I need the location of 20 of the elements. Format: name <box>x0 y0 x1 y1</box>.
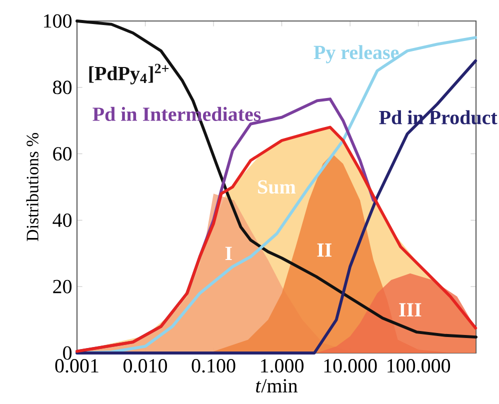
series-label: I <box>225 246 232 260</box>
series-label: [PdPy$_{4}$]$^{2+}$ <box>89 64 169 84</box>
y-tick-label: 60 <box>53 147 72 161</box>
x-tick-label: 0.100 <box>192 359 236 373</box>
x-tick-label: 0.010 <box>124 359 168 373</box>
y-axis-title: Distributions % <box>26 132 38 242</box>
x-tick-label: 10.000 <box>324 359 377 373</box>
y-tick-label: 100 <box>44 14 72 28</box>
x-tick-label: 0.001 <box>55 359 98 373</box>
series-label: Sum <box>258 180 296 194</box>
series-label: III <box>399 303 422 316</box>
x-tick-label: 100.000 <box>388 359 450 373</box>
y-tick-label: 80 <box>53 80 72 94</box>
series-label: II <box>317 244 332 257</box>
x-axis-title: t/min <box>256 379 298 393</box>
series-label: Py release <box>314 45 399 64</box>
x-tick-label: 1.000 <box>261 359 304 373</box>
y-tick-label: 40 <box>52 213 72 227</box>
y-tick-label: 20 <box>53 280 72 294</box>
y-tick-label: 0 <box>63 346 72 360</box>
